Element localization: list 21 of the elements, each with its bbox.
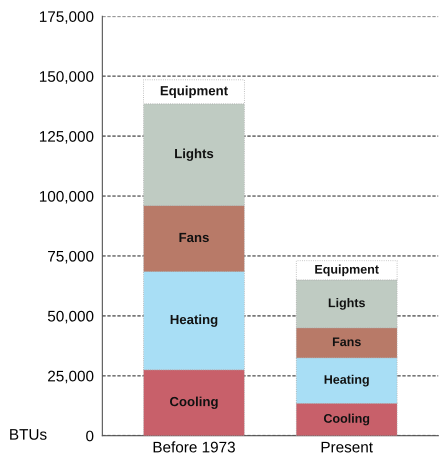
y-tick-label: 125,000 xyxy=(40,131,94,144)
series-label: Heating xyxy=(324,374,369,386)
text: Cooling xyxy=(170,396,218,409)
y-tick-label: 0 xyxy=(86,430,94,442)
y-tick-label: 50,000 xyxy=(48,310,94,324)
y-tick-label: 150,000 xyxy=(40,71,94,84)
y-axis-title: BTUs xyxy=(10,429,47,440)
x-tick-label: Before 1973 xyxy=(154,441,235,452)
x-tick-label: Present xyxy=(322,442,373,452)
text: Fans xyxy=(179,232,209,242)
y-tick-label: 25,000 xyxy=(48,370,94,384)
series-label: Equipment xyxy=(315,264,379,276)
text: Lights xyxy=(175,148,214,161)
text: Heating xyxy=(170,314,218,327)
y-tick-label: 175,000 xyxy=(40,11,94,24)
text: Equipment xyxy=(160,86,228,98)
series-label: Fans xyxy=(332,337,361,346)
y-tick-label: 75,000 xyxy=(48,250,94,264)
y-tick-label: 100,000 xyxy=(40,190,94,204)
series-label: Lights xyxy=(328,298,365,310)
series-label: Cooling xyxy=(324,414,370,426)
